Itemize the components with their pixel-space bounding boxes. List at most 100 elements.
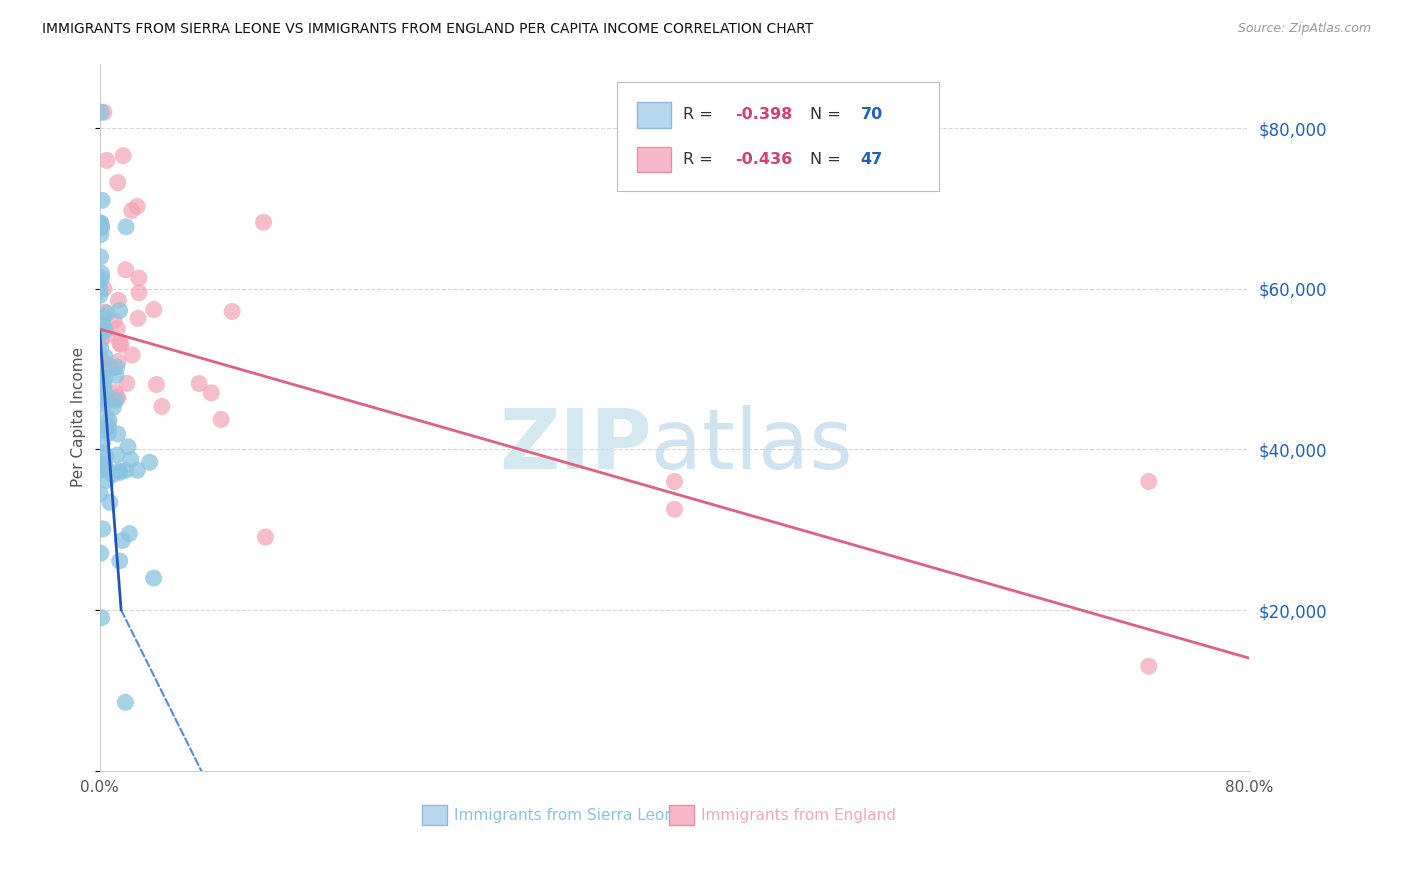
Point <box>89 369 111 384</box>
Point <box>91 436 114 450</box>
Point <box>90 366 112 380</box>
Point <box>93 377 115 392</box>
Text: atlas: atlas <box>651 405 853 486</box>
Point <box>90 220 112 235</box>
Point <box>89 487 111 501</box>
Point <box>90 463 112 477</box>
Point <box>110 337 132 351</box>
Point <box>93 395 115 409</box>
Point <box>108 466 131 480</box>
Text: -0.436: -0.436 <box>735 152 793 167</box>
Point <box>115 376 138 391</box>
FancyBboxPatch shape <box>422 805 447 825</box>
Point <box>128 285 150 300</box>
Point <box>93 305 115 319</box>
Text: R =: R = <box>682 152 717 167</box>
Point <box>103 401 125 415</box>
Point <box>91 392 114 407</box>
Point <box>200 385 222 400</box>
Point <box>96 153 118 168</box>
FancyBboxPatch shape <box>617 82 939 191</box>
Point <box>107 427 129 442</box>
Point <box>90 355 112 369</box>
Point <box>94 323 117 337</box>
Point <box>150 400 173 414</box>
Point <box>90 359 112 373</box>
Point <box>93 282 115 296</box>
Point <box>90 392 112 407</box>
Point <box>108 464 131 478</box>
Point <box>97 426 120 441</box>
Point <box>96 357 118 371</box>
Point <box>90 326 112 340</box>
Point <box>221 304 243 318</box>
Point <box>90 250 112 264</box>
FancyBboxPatch shape <box>637 103 671 128</box>
Point <box>90 220 112 235</box>
Point <box>89 376 111 391</box>
Point <box>145 377 167 392</box>
Point <box>254 530 277 544</box>
Point <box>90 216 112 230</box>
Point <box>107 176 129 190</box>
Point <box>97 420 120 434</box>
FancyBboxPatch shape <box>669 805 695 825</box>
FancyBboxPatch shape <box>637 146 671 172</box>
Point <box>117 440 139 454</box>
Point <box>107 391 129 405</box>
Point <box>1137 659 1160 673</box>
Point <box>91 194 114 208</box>
Point <box>138 455 160 469</box>
Point <box>94 386 117 401</box>
Point <box>108 336 131 351</box>
Point <box>93 371 115 385</box>
Y-axis label: Per Capita Income: Per Capita Income <box>72 347 86 487</box>
Point <box>94 449 117 463</box>
Point <box>209 412 232 426</box>
Point <box>118 526 141 541</box>
Point <box>90 270 112 285</box>
Point <box>252 215 274 229</box>
Point <box>114 695 136 709</box>
Point <box>93 310 115 324</box>
Point <box>90 334 112 348</box>
Point <box>105 359 128 374</box>
Text: R =: R = <box>682 107 717 122</box>
Point <box>98 495 121 509</box>
Point <box>188 376 211 391</box>
Point <box>107 354 129 368</box>
Point <box>101 467 124 482</box>
Text: Source: ZipAtlas.com: Source: ZipAtlas.com <box>1237 22 1371 36</box>
Point <box>96 474 118 488</box>
Point <box>664 475 686 489</box>
Point <box>90 611 112 625</box>
Point <box>105 390 128 404</box>
Point <box>90 267 112 281</box>
Text: Immigrants from Sierra Leone: Immigrants from Sierra Leone <box>454 807 683 822</box>
Point <box>105 321 128 335</box>
Point <box>142 302 165 317</box>
Point <box>93 105 115 120</box>
Point <box>114 262 136 277</box>
Text: IMMIGRANTS FROM SIERRA LEONE VS IMMIGRANTS FROM ENGLAND PER CAPITA INCOME CORREL: IMMIGRANTS FROM SIERRA LEONE VS IMMIGRAN… <box>42 22 814 37</box>
Text: -0.398: -0.398 <box>735 107 793 122</box>
Point <box>94 350 117 364</box>
Point <box>89 387 111 401</box>
Point <box>94 460 117 475</box>
Point <box>121 203 143 218</box>
Point <box>90 546 112 560</box>
Point <box>90 352 112 367</box>
Point <box>105 448 128 462</box>
Point <box>89 283 111 297</box>
Point <box>115 219 138 234</box>
Text: Immigrants from England: Immigrants from England <box>702 807 896 822</box>
Point <box>89 217 111 231</box>
Point <box>127 199 149 213</box>
Text: N =: N = <box>810 107 846 122</box>
Point <box>128 271 150 285</box>
Point <box>90 389 112 403</box>
Point <box>103 313 125 327</box>
Text: 70: 70 <box>860 107 883 122</box>
Point <box>98 413 121 427</box>
Point <box>90 341 112 355</box>
